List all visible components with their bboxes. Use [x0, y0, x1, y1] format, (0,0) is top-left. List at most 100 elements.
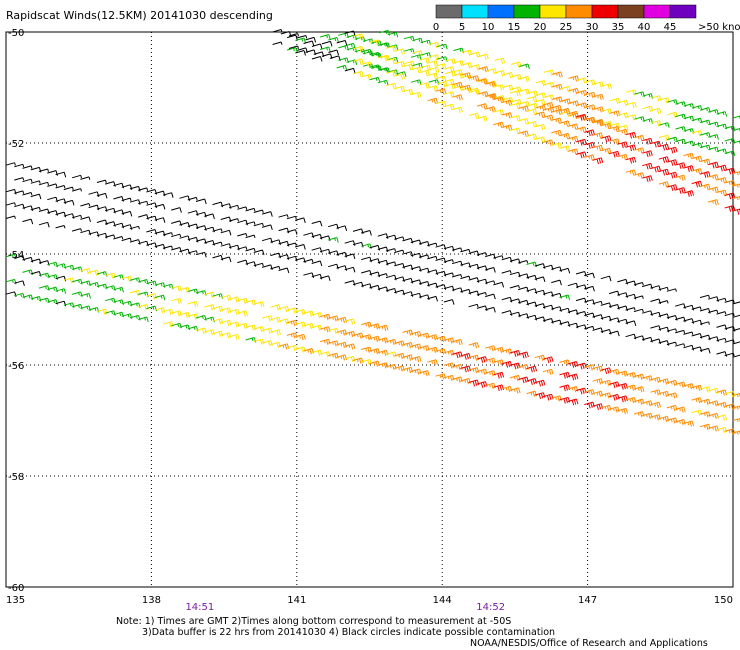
- barb-shaft: [253, 262, 263, 267]
- barb-half-tick: [119, 287, 122, 291]
- barb-full-tick: [96, 269, 100, 276]
- wind-barb: [584, 325, 595, 330]
- barb-shaft: [412, 62, 422, 67]
- barb-shaft: [501, 385, 511, 390]
- barb-half-tick: [689, 141, 692, 145]
- barb-full-tick: [253, 261, 257, 267]
- wind-barb: [691, 384, 703, 391]
- barb-full-tick: [326, 339, 329, 345]
- wind-barb: [642, 150, 653, 158]
- wind-barb: [377, 324, 389, 331]
- barb-full-tick: [218, 306, 222, 312]
- barb-shaft: [319, 235, 329, 239]
- barb-half-tick: [695, 398, 698, 402]
- barb-shaft: [468, 112, 478, 117]
- barb-half-tick: [687, 384, 690, 388]
- wind-barb: [666, 392, 678, 399]
- wind-barb: [551, 266, 562, 272]
- barb-half-tick: [621, 155, 624, 159]
- barb-half-tick: [662, 417, 665, 421]
- wind-barb: [608, 381, 620, 389]
- barb-shaft: [379, 29, 389, 34]
- wind-barb: [592, 403, 604, 411]
- wind-barb: [328, 340, 339, 347]
- wind-barb: [410, 252, 422, 259]
- barb-shaft: [732, 314, 740, 318]
- barb-full-tick: [220, 306, 224, 312]
- barb-full-tick: [625, 319, 628, 325]
- barb-half-tick: [381, 326, 384, 330]
- barb-half-tick: [648, 94, 651, 98]
- barb-full-tick: [526, 273, 529, 279]
- barb-full-tick: [697, 131, 701, 137]
- wind-barb: [451, 351, 463, 359]
- barb-full-tick: [664, 391, 668, 398]
- barb-full-tick: [268, 316, 271, 322]
- barb-shaft: [121, 313, 131, 317]
- barb-full-tick: [617, 126, 620, 132]
- barb-shaft: [542, 139, 552, 143]
- wind-barb: [451, 376, 463, 383]
- barb-full-tick: [129, 184, 133, 190]
- barb-full-tick: [648, 151, 651, 157]
- barb-full-tick: [516, 388, 519, 394]
- barb-full-tick: [541, 105, 545, 112]
- barb-half-tick: [637, 136, 640, 140]
- barb-shaft: [567, 282, 577, 287]
- barb-full-tick: [485, 103, 488, 109]
- barb-shaft: [469, 51, 479, 56]
- wind-barb: [617, 124, 629, 132]
- barb-full-tick: [670, 160, 674, 167]
- barb-full-tick: [22, 293, 25, 299]
- wind-barb: [724, 205, 736, 212]
- barb-full-tick: [642, 135, 645, 141]
- barb-full-tick: [683, 303, 686, 309]
- wind-barb: [195, 225, 207, 231]
- barb-shaft: [476, 368, 486, 373]
- x-tick-label: 144: [433, 595, 452, 606]
- barb-full-tick: [625, 279, 628, 285]
- barb-shaft: [559, 107, 569, 112]
- barb-shaft: [187, 325, 197, 330]
- barb-shaft: [377, 246, 387, 250]
- barb-half-tick: [732, 339, 735, 343]
- wind-barb: [452, 69, 463, 76]
- barb-full-tick: [295, 320, 298, 326]
- barb-half-tick: [295, 242, 297, 246]
- barb-full-tick: [623, 113, 627, 119]
- barb-shaft: [527, 102, 537, 107]
- barb-full-tick: [606, 123, 610, 130]
- barb-full-tick: [220, 255, 224, 261]
- barb-full-tick: [708, 386, 711, 392]
- barb-full-tick: [639, 412, 643, 418]
- barb-full-tick: [491, 346, 494, 352]
- barb-full-tick: [526, 300, 529, 306]
- barb-full-tick: [138, 315, 141, 321]
- wind-barb: [485, 370, 496, 377]
- barb-shaft: [80, 268, 90, 272]
- barb-full-tick: [408, 342, 412, 349]
- wind-barb: [22, 165, 33, 169]
- barb-full-tick: [606, 405, 610, 412]
- barb-half-tick: [572, 76, 575, 81]
- barb-shaft: [625, 293, 635, 298]
- wind-barb: [220, 319, 232, 327]
- wind-barb: [419, 82, 430, 89]
- barb-shaft: [724, 391, 734, 395]
- legend-swatch-15-20: [513, 4, 541, 19]
- barb-full-tick: [526, 351, 529, 358]
- barb-half-tick: [489, 82, 491, 86]
- barb-full-tick: [458, 107, 461, 113]
- barb-shaft: [96, 219, 106, 223]
- barb-shaft: [146, 242, 156, 246]
- barb-half-tick: [588, 390, 590, 394]
- wind-barb: [311, 324, 323, 331]
- barb-full-tick: [730, 193, 734, 199]
- barb-full-tick: [105, 219, 108, 226]
- wind-barb: [171, 233, 182, 238]
- wind-barb: [551, 83, 563, 91]
- barb-full-tick: [474, 368, 478, 374]
- barb-shaft: [683, 115, 693, 120]
- barb-shaft: [691, 130, 701, 134]
- barb-full-tick: [590, 130, 593, 136]
